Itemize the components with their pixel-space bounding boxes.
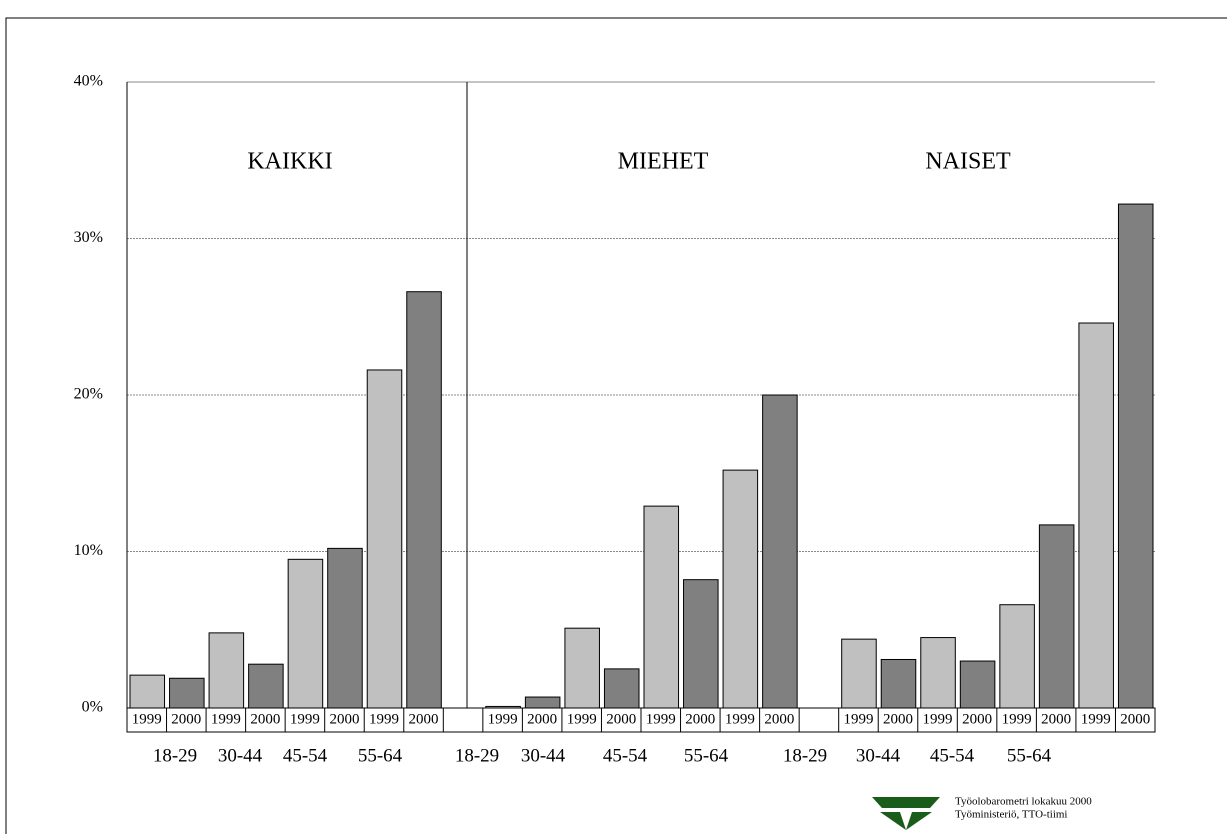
panel-label: MIEHET: [618, 149, 709, 175]
x-tick-label: 1999: [132, 711, 162, 727]
bar: [524, 696, 561, 709]
x-tick-label: 1999: [1081, 711, 1111, 727]
group-label: 45-54: [283, 745, 328, 766]
x-tick-label: 1999: [843, 711, 873, 727]
y-tick-label: 40%: [74, 73, 103, 90]
bar: [603, 668, 640, 709]
x-tick-label: 2000: [685, 711, 715, 727]
x-tick-label: 2000: [527, 711, 557, 727]
x-tick-label: 2000: [606, 711, 636, 727]
x-tick-label: 1999: [1002, 711, 1032, 727]
bar: [999, 604, 1035, 709]
bar: [129, 674, 166, 709]
bar: [248, 663, 284, 709]
bar: [1117, 203, 1154, 709]
bar: [327, 547, 363, 709]
panel-label: KAIKKI: [247, 149, 332, 175]
x-tick-label: 1999: [725, 711, 755, 727]
group-label: 18-29: [153, 745, 197, 766]
x-tick-label: 1999: [488, 711, 518, 727]
bar: [841, 638, 877, 709]
x-tick-label: 2000: [764, 711, 794, 727]
bar: [1038, 524, 1075, 709]
panel-label: NAISET: [925, 149, 1011, 175]
bar: [683, 579, 719, 709]
bar: [920, 637, 956, 709]
bar: [208, 632, 245, 709]
bar: [366, 369, 403, 709]
bar: [485, 705, 521, 709]
x-tick-label: 1999: [646, 711, 676, 727]
x-tick-label: 2000: [1041, 711, 1071, 727]
group-label: 18-29: [455, 745, 499, 766]
y-tick-label: 30%: [74, 229, 103, 246]
footer-text: Työolobarometri lokakuu 2000: [955, 796, 1092, 808]
x-tick-label: 1999: [211, 711, 241, 727]
x-tick-label: 2000: [250, 711, 280, 727]
group-label: 30-44: [218, 745, 263, 766]
bar: [880, 658, 917, 709]
bar: [1078, 322, 1114, 709]
x-tick-label: 1999: [567, 711, 597, 727]
group-label: 55-64: [358, 745, 403, 766]
x-tick-label: 1999: [290, 711, 320, 727]
x-tick-label: 2000: [409, 711, 439, 727]
bar: [169, 677, 205, 709]
bar: [287, 558, 324, 709]
x-tick-label: 1999: [923, 711, 953, 727]
x-tick-label: 2000: [883, 711, 913, 727]
bar: [564, 627, 600, 709]
x-tick-label: 2000: [329, 711, 359, 727]
group-label: 45-54: [603, 745, 648, 766]
bar: [959, 660, 996, 709]
footer-text: Työministeriö, TTO-tiimi: [955, 809, 1068, 821]
group-label: 55-64: [1007, 745, 1052, 766]
x-tick-label: 2000: [171, 711, 201, 727]
x-tick-label: 2000: [962, 711, 992, 727]
x-tick-label: 1999: [369, 711, 399, 727]
y-tick-label: 20%: [74, 386, 103, 403]
bar: [762, 394, 798, 709]
bar: [722, 469, 759, 709]
logo: [872, 797, 940, 830]
group-label: 30-44: [856, 745, 901, 766]
group-label: 55-64: [684, 745, 729, 766]
x-tick-label: 2000: [1120, 711, 1150, 727]
bar: [643, 505, 680, 709]
bar: [406, 291, 442, 709]
group-label: 45-54: [930, 745, 975, 766]
group-label: 18-29: [783, 745, 827, 766]
group-label: 30-44: [521, 745, 566, 766]
y-tick-label: 0%: [82, 699, 103, 716]
frame: [5, 17, 1227, 834]
y-tick-label: 10%: [74, 542, 103, 559]
